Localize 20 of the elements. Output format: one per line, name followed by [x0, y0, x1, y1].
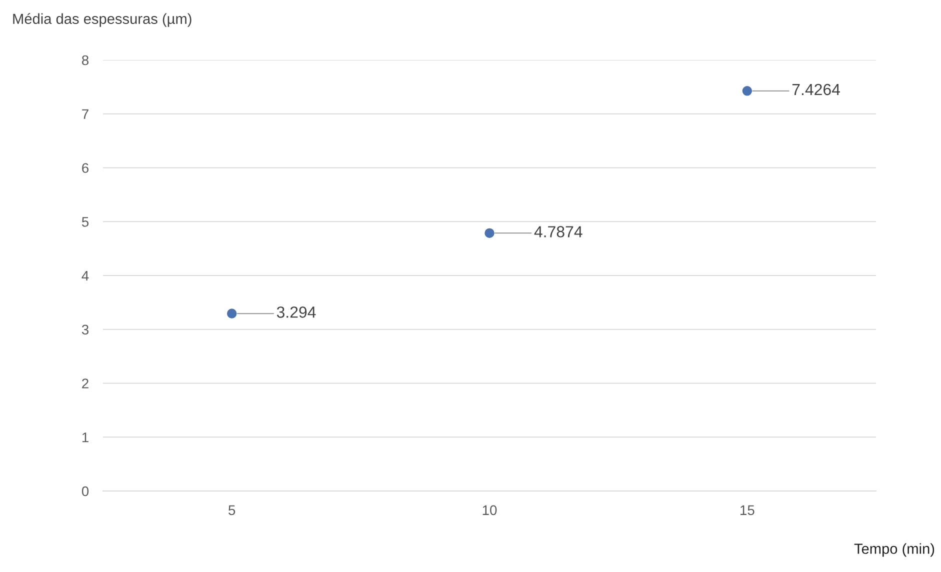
y-tick-label: 5 — [82, 217, 89, 227]
y-tick-label: 8 — [82, 55, 89, 66]
data-label: 7.4264 — [792, 84, 840, 96]
x-tick-label: 5 — [228, 505, 236, 516]
y-tick-label: 6 — [82, 163, 88, 173]
x-tick-label: 15 — [740, 505, 754, 516]
y-tick-label: 1 — [82, 432, 88, 442]
x-axis-title: Tempo (min) — [854, 543, 934, 557]
data-label: 4.7874 — [534, 226, 582, 238]
y-tick-label: 2 — [82, 378, 88, 388]
y-tick-label: 4 — [82, 270, 89, 281]
point — [484, 228, 494, 238]
x-tick-label: 10 — [482, 505, 497, 516]
point — [226, 308, 237, 318]
y-tick-label: 0 — [82, 486, 89, 496]
y-tick-label: 7 — [82, 109, 88, 119]
y-tick-label: 3 — [82, 324, 88, 335]
data-label: 3.294 — [276, 306, 316, 318]
point — [742, 86, 752, 96]
y-axis-title: Média das espessuras (µm) — [13, 13, 192, 27]
